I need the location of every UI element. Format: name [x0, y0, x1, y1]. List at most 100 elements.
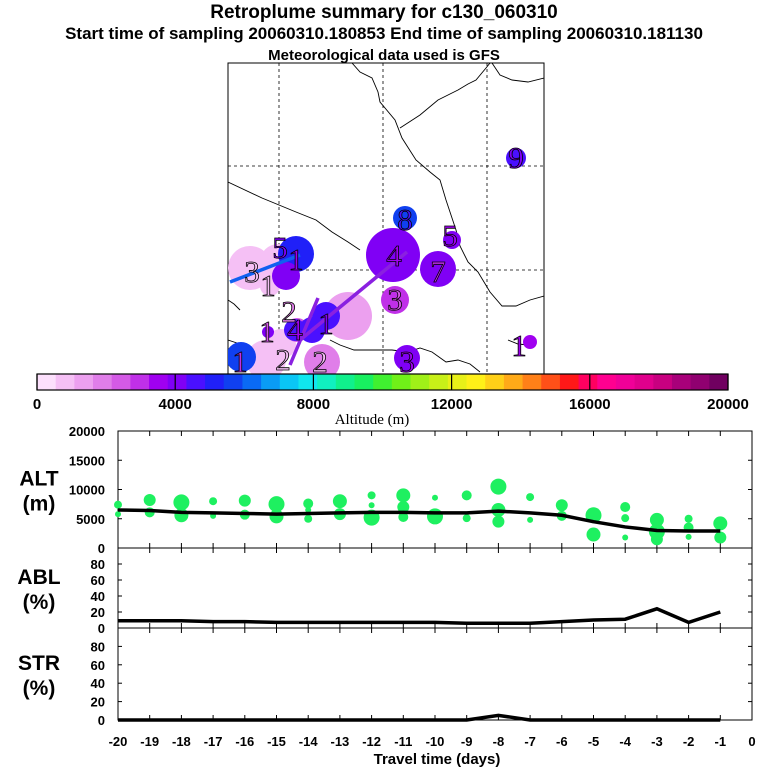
- colorbar-tick-label: 8000: [297, 396, 330, 413]
- plume-component-point: [526, 493, 535, 502]
- colorbar-cell: [373, 374, 393, 390]
- plume-number: 8: [397, 202, 413, 237]
- panel-label: ABL: [17, 566, 60, 589]
- x-tick-label: -7: [524, 734, 536, 749]
- x-tick-label: -8: [493, 734, 505, 749]
- plume-component-point: [367, 491, 376, 500]
- plume-component-point: [714, 531, 727, 544]
- plume-number: 1: [511, 328, 527, 363]
- plume-component-point: [303, 498, 314, 509]
- colorbar-cell: [279, 374, 299, 390]
- x-tick-label: -19: [140, 734, 159, 749]
- x-tick-label: -20: [109, 734, 128, 749]
- x-tick-label: -12: [362, 734, 381, 749]
- plume-circle: [420, 251, 456, 287]
- colorbar-tick-label: 16000: [569, 396, 611, 413]
- trajectory-lines: [229, 250, 409, 366]
- y-tick-label: 0: [98, 541, 105, 556]
- plume-number: 2: [312, 344, 328, 379]
- y-tick-label: 10000: [69, 483, 105, 498]
- panel-label: (%): [23, 591, 56, 614]
- panel-label: ALT: [19, 468, 58, 491]
- x-tick-label: -1: [715, 734, 727, 749]
- colorbar-ticks: 0 4000 8000 12000 16000 20000: [33, 374, 749, 413]
- plume-component-point: [492, 515, 505, 528]
- x-tick-label: -17: [204, 734, 223, 749]
- y-tick-label: 5000: [76, 512, 105, 527]
- colorbar-cell: [503, 374, 524, 390]
- plume-number: 1: [260, 268, 276, 303]
- y-tick-label: 20: [91, 605, 105, 620]
- plume-circle: [523, 335, 537, 349]
- plume-number: 4: [287, 312, 303, 347]
- x-tick-label: -6: [556, 734, 568, 749]
- plume-component-point: [685, 533, 692, 540]
- x-tick-label: -16: [235, 734, 254, 749]
- plume-component-point: [114, 500, 122, 509]
- colorbar-cell: [149, 374, 169, 390]
- y-tick-label: 20: [91, 695, 105, 710]
- colorbar-cell: [541, 374, 561, 390]
- colorbar-cell: [653, 374, 673, 390]
- plume-component-point: [397, 501, 410, 514]
- plume-component-point: [622, 534, 629, 541]
- plume-component-point: [527, 516, 534, 523]
- x-tick-label: -3: [651, 734, 663, 749]
- plume-number: 5: [442, 218, 458, 253]
- plume-circle: [394, 345, 420, 371]
- plume-component-point: [368, 502, 375, 509]
- plume-component-point: [621, 514, 630, 523]
- panel-frame: [117, 627, 753, 721]
- plume-component-point: [332, 494, 347, 509]
- plume-circle: [272, 262, 300, 290]
- colorbar-cell: [447, 374, 468, 390]
- colorbar-tick-label: 20000: [707, 396, 749, 413]
- y-tick-label: 0: [98, 621, 105, 636]
- plume-component-point: [143, 494, 156, 507]
- colorbar-cell: [242, 374, 262, 390]
- colorbar-cell: [317, 374, 337, 390]
- colorbar-cell: [37, 374, 57, 390]
- colorbar-label: Altitude (m): [335, 412, 410, 428]
- plume-component-point: [238, 494, 251, 507]
- plume-component-point: [684, 514, 693, 523]
- plume-circle: [262, 326, 274, 338]
- x-tick-label: -11: [394, 734, 412, 749]
- plume-number: 1: [259, 314, 275, 349]
- colorbar-cell: [522, 374, 542, 390]
- x-axis-label: Travel time (days): [374, 751, 501, 768]
- plume-number: 7: [430, 254, 446, 289]
- plume-component-point: [305, 506, 312, 513]
- colorbar-cell: [410, 374, 430, 390]
- x-tick-label: -13: [331, 734, 350, 749]
- colorbar-cell: [634, 374, 654, 390]
- plume-number: 5: [272, 230, 288, 265]
- plume-component-point: [209, 497, 218, 506]
- plume-circle: [443, 231, 461, 249]
- plume-component-point: [304, 514, 313, 523]
- colorbar-cell: [597, 374, 617, 390]
- plume-component-point: [398, 511, 409, 522]
- plume-component-point: [268, 496, 285, 513]
- x-tick-label: -9: [461, 734, 473, 749]
- y-tick-label: 0: [98, 713, 105, 728]
- plume-component-point: [461, 490, 472, 501]
- colorbar-cell: [111, 374, 131, 390]
- x-tick-label: 0: [748, 734, 755, 749]
- colorbar-cell: [335, 374, 355, 390]
- series-line-abl: [118, 606, 721, 625]
- y-tick-label: 20000: [69, 424, 105, 439]
- x-tick-label: -2: [683, 734, 695, 749]
- colorbar-cell: [690, 374, 710, 390]
- plume-number: 1: [288, 242, 304, 277]
- plume-circle: [228, 342, 256, 372]
- plume-number: 2: [275, 342, 291, 377]
- colorbar-cell: [261, 374, 281, 390]
- colorbar-cell: [485, 374, 505, 390]
- colorbar-cell: [93, 374, 113, 390]
- colorbar-cell: [578, 374, 598, 390]
- colorbar-tick-label: 12000: [431, 396, 473, 413]
- colorbar-cell: [130, 374, 150, 390]
